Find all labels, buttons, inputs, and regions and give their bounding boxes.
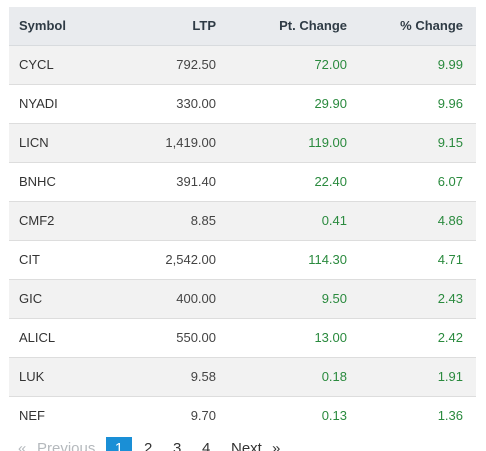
table-header: Symbol LTP Pt. Change % Change bbox=[9, 7, 476, 46]
previous-page-button[interactable]: Previous bbox=[37, 440, 96, 451]
pagination: « Previous 1 2 3 4 Next » bbox=[0, 434, 486, 451]
table-row[interactable]: NYADI 330.00 29.90 9.96 bbox=[9, 83, 476, 123]
cell-ltp: 1,419.00 bbox=[109, 122, 229, 162]
first-page-arrow-icon[interactable]: « bbox=[18, 440, 27, 451]
cell-pct-change: 1.91 bbox=[360, 356, 476, 396]
cell-pct-change: 9.96 bbox=[360, 83, 476, 123]
column-header-pt-change[interactable]: Pt. Change bbox=[229, 7, 360, 46]
cell-pct-change: 9.15 bbox=[360, 122, 476, 162]
table-row[interactable]: GIC 400.00 9.50 2.43 bbox=[9, 278, 476, 318]
table-row[interactable]: ALICL 550.00 13.00 2.42 bbox=[9, 317, 476, 357]
cell-ltp: 330.00 bbox=[109, 83, 229, 123]
cell-pct-change: 4.86 bbox=[360, 200, 476, 240]
cell-ltp: 391.40 bbox=[109, 161, 229, 201]
cell-symbol[interactable]: LUK bbox=[9, 356, 109, 396]
cell-pt-change: 119.00 bbox=[229, 122, 360, 162]
table-row[interactable]: LUK 9.58 0.18 1.91 bbox=[9, 356, 476, 396]
cell-ltp: 550.00 bbox=[109, 317, 229, 357]
column-header-symbol[interactable]: Symbol bbox=[9, 7, 109, 46]
cell-pt-change: 29.90 bbox=[229, 83, 360, 123]
cell-ltp: 8.85 bbox=[109, 200, 229, 240]
cell-pt-change: 0.18 bbox=[229, 356, 360, 396]
next-page-button[interactable]: Next bbox=[231, 440, 262, 451]
cell-pct-change: 2.42 bbox=[360, 317, 476, 357]
cell-pct-change: 1.36 bbox=[360, 395, 476, 435]
cell-pt-change: 9.50 bbox=[229, 278, 360, 318]
cell-ltp: 9.58 bbox=[109, 356, 229, 396]
cell-pt-change: 0.41 bbox=[229, 200, 360, 240]
cell-pct-change: 2.43 bbox=[360, 278, 476, 318]
cell-pt-change: 114.30 bbox=[229, 239, 360, 279]
page-2-button[interactable]: 2 bbox=[144, 440, 153, 451]
cell-symbol[interactable]: CYCL bbox=[9, 44, 109, 84]
cell-symbol[interactable]: CIT bbox=[9, 239, 109, 279]
cell-symbol[interactable]: NEF bbox=[9, 395, 109, 435]
column-header-ltp[interactable]: LTP bbox=[109, 7, 229, 46]
cell-pt-change: 22.40 bbox=[229, 161, 360, 201]
cell-ltp: 400.00 bbox=[109, 278, 229, 318]
cell-pt-change: 0.13 bbox=[229, 395, 360, 435]
table-row[interactable]: CMF2 8.85 0.41 4.86 bbox=[9, 200, 476, 240]
cell-ltp: 2,542.00 bbox=[109, 239, 229, 279]
cell-pt-change: 72.00 bbox=[229, 44, 360, 84]
gainers-table: Symbol LTP Pt. Change % Change CYCL 792.… bbox=[9, 7, 476, 435]
page-3-button[interactable]: 3 bbox=[173, 440, 182, 451]
cell-pct-change: 4.71 bbox=[360, 239, 476, 279]
cell-symbol[interactable]: GIC bbox=[9, 278, 109, 318]
cell-pct-change: 9.99 bbox=[360, 44, 476, 84]
cell-symbol[interactable]: ALICL bbox=[9, 317, 109, 357]
table-body: CYCL 792.50 72.00 9.99 NYADI 330.00 29.9… bbox=[9, 44, 476, 435]
cell-ltp: 9.70 bbox=[109, 395, 229, 435]
header-row: Symbol LTP Pt. Change % Change bbox=[9, 7, 476, 46]
last-page-arrow-icon[interactable]: » bbox=[272, 440, 281, 451]
table-row[interactable]: LICN 1,419.00 119.00 9.15 bbox=[9, 122, 476, 162]
page-4-button[interactable]: 4 bbox=[202, 440, 211, 451]
page-1-button[interactable]: 1 bbox=[106, 437, 132, 451]
table-row[interactable]: BNHC 391.40 22.40 6.07 bbox=[9, 161, 476, 201]
table-row[interactable]: CIT 2,542.00 114.30 4.71 bbox=[9, 239, 476, 279]
table-row[interactable]: NEF 9.70 0.13 1.36 bbox=[9, 395, 476, 435]
cell-ltp: 792.50 bbox=[109, 44, 229, 84]
table-row[interactable]: CYCL 792.50 72.00 9.99 bbox=[9, 44, 476, 84]
column-header-pct-change[interactable]: % Change bbox=[360, 7, 476, 46]
cell-symbol[interactable]: BNHC bbox=[9, 161, 109, 201]
cell-symbol[interactable]: LICN bbox=[9, 122, 109, 162]
cell-symbol[interactable]: CMF2 bbox=[9, 200, 109, 240]
cell-pt-change: 13.00 bbox=[229, 317, 360, 357]
cell-symbol[interactable]: NYADI bbox=[9, 83, 109, 123]
cell-pct-change: 6.07 bbox=[360, 161, 476, 201]
